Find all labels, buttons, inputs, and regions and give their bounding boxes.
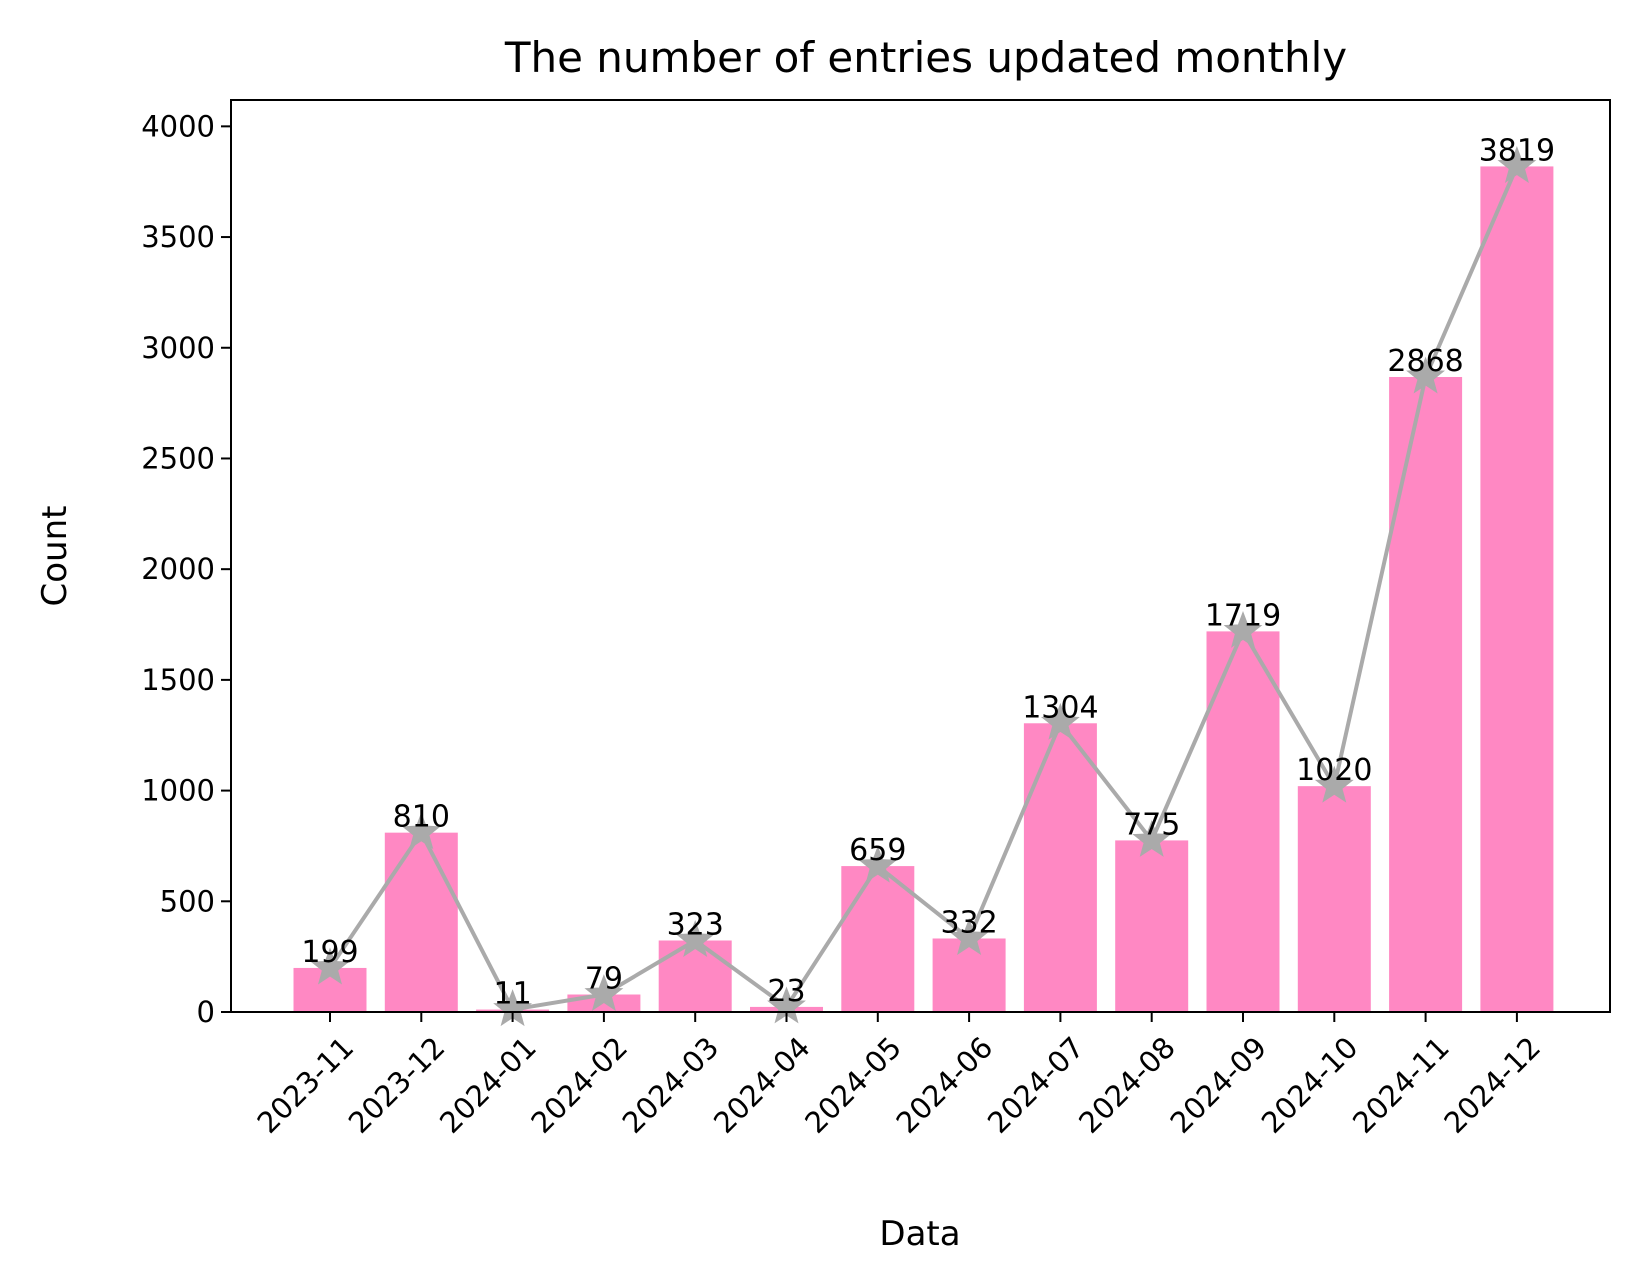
star-marker-2024-06 [949,918,989,956]
x-axis-label: Data [879,1214,960,1254]
bar-2024-05 [841,866,915,1012]
star-marker-2024-08 [1132,819,1172,857]
star-marker-2024-07 [1040,702,1080,740]
data-label-2024-02: 79 [585,962,623,997]
chart-title: The number of entries updated monthly [504,33,1347,82]
y-tick-label-2000: 2000 [141,552,215,586]
y-tick-label-4000: 4000 [141,109,215,143]
y-tick-label-3500: 3500 [141,220,215,254]
trend-line [328,165,1519,1012]
y-tick-label-500: 500 [160,884,215,918]
star-marker-2024-11 [1406,356,1446,394]
bar-2024-03 [658,940,732,1012]
star-marker-2023-12 [401,812,441,850]
y-tick-label-3000: 3000 [141,331,215,365]
data-label-2024-04: 23 [767,974,805,1009]
data-label-2024-08: 775 [1123,807,1180,842]
data-labels-layer: 199 810 11 79 323 23 659 332 1304 775 1719 1020 2868… [301,133,1555,1011]
star-marker-2024-10 [1314,765,1354,803]
data-label-2024-12: 3819 [1479,133,1555,168]
star-marker-2024-12 [1497,145,1537,183]
y-axis-label: Count [35,506,75,607]
star-marker-2024-02 [584,974,624,1012]
bar-2023-12 [384,832,458,1012]
y-axis: 0 500 1000 1500 2000 2500 3000 3500 4000 [141,109,231,1029]
data-label-2024-06: 332 [940,905,997,940]
data-label-2024-11: 2868 [1387,344,1463,379]
bar-2024-12 [1480,166,1554,1012]
bar-2024-11 [1389,376,1463,1012]
bar-2024-07 [1023,723,1097,1012]
data-label-2024-03: 323 [667,907,724,942]
y-tick-label-1500: 1500 [141,663,215,697]
y-tick-label-0: 0 [197,995,215,1029]
bar-2024-10 [1297,786,1371,1012]
y-tick-label-1000: 1000 [141,774,215,808]
data-label-2024-10: 1020 [1296,753,1372,788]
bar-2024-09 [1206,631,1280,1012]
star-marker-2024-05 [858,845,898,883]
bar-2024-06 [932,938,1006,1012]
star-marker-2023-11 [310,947,350,985]
data-label-2024-07: 1304 [1022,690,1098,725]
bar-2024-08 [1115,840,1189,1012]
data-label-2024-01: 11 [494,977,532,1012]
data-label-2024-05: 659 [849,833,906,868]
data-label-2023-11: 199 [301,935,358,970]
data-label-2024-09: 1719 [1205,598,1281,633]
data-label-2023-12: 810 [393,800,450,835]
plot-frame [230,99,1611,1013]
star-marker-2024-03 [675,920,715,958]
y-tick-label-2500: 2500 [141,441,215,475]
star-marker-2024-09 [1223,610,1263,648]
bars-layer [293,166,1554,1012]
